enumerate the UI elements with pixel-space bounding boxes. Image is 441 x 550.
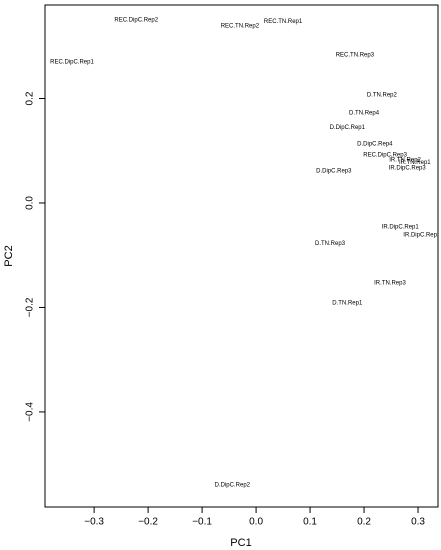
point-label: REC.TN.Rep3 [336, 53, 375, 59]
x-tick-label: −0.1 [192, 517, 212, 528]
point-label: D.TN.Rep3 [315, 241, 346, 247]
point-label: D.DipC.Rep3 [316, 169, 352, 175]
y-axis-label: PC2 [3, 245, 15, 266]
x-tick-label: −0.3 [84, 517, 104, 528]
x-tick-label: 0.0 [249, 517, 263, 528]
point-label: D.DipC.Rep1 [330, 125, 366, 131]
x-tick-label: 0.3 [411, 517, 425, 528]
point-label: D.DipC.Rep2 [215, 483, 251, 489]
y-tick-label: 0.2 [25, 91, 36, 105]
y-tick-label: 0.0 [25, 196, 36, 210]
point-label: IR.TN.Rep2 [389, 158, 421, 164]
point-label: D.TN.Rep1 [332, 300, 363, 306]
x-tick-label: −0.2 [138, 517, 158, 528]
point-label: REC.TN.Rep1 [264, 19, 303, 25]
x-axis-label: PC1 [230, 537, 251, 549]
y-tick-label: −0.2 [25, 297, 36, 317]
point-label: IR.DipC.Rep3 [389, 166, 427, 172]
point-label: IR.TN.Rep3 [374, 280, 406, 286]
point-label: IR.TN.Rep1 [399, 160, 431, 166]
points: REC.DipC.Rep2 REC.TN.Rep2 REC.TN.Rep1 REC.D… [50, 18, 441, 489]
point-label: REC.DipC.Rep1 [50, 60, 94, 66]
point-label: REC.DipC.Rep2 [114, 18, 158, 24]
x-tick-label: 0.2 [357, 517, 371, 528]
point-label: D.TN.Rep4 [349, 111, 380, 117]
point-label: D.TN.Rep2 [367, 92, 398, 98]
x-tick-label: 0.1 [303, 517, 317, 528]
point-label: IR.DipC.Rep2 [403, 232, 441, 238]
plot-frame [44, 4, 439, 508]
point-label: IR.DipC.Rep1 [382, 225, 420, 231]
point-label: REC.DipC.Rep3 [363, 152, 407, 158]
point-label: REC.TN.Rep2 [221, 23, 260, 29]
point-label: D.DipC.Rep4 [357, 142, 393, 148]
y-tick-label: −0.4 [25, 402, 36, 422]
